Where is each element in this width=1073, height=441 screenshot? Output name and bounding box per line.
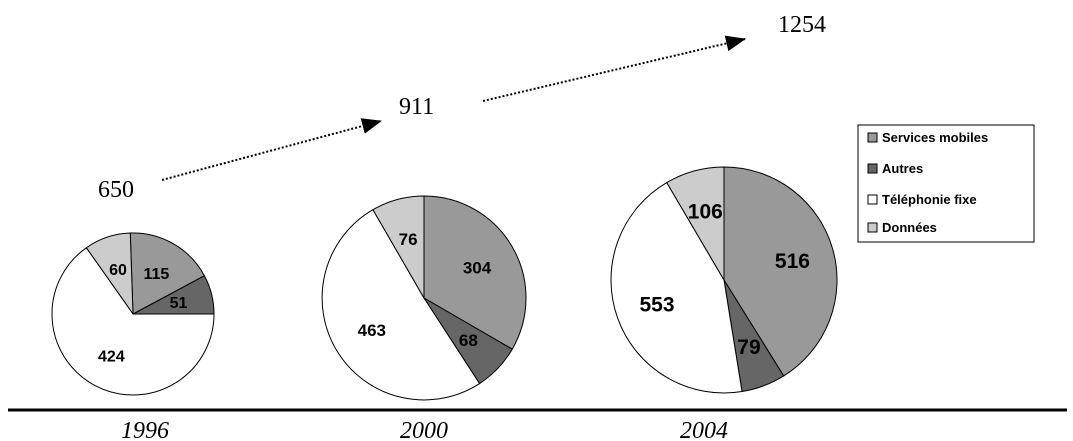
slice-label-2000-autres: 68 bbox=[459, 331, 478, 350]
slice-label-2000-telephonie-fixe: 463 bbox=[358, 321, 386, 340]
pie-slice-2000-services-mobiles bbox=[423, 195, 527, 350]
slice-label-1996-telephonie-fixe: 424 bbox=[98, 348, 125, 365]
legend-box bbox=[857, 124, 1035, 243]
pie-slice-2000-donnees bbox=[372, 195, 425, 300]
slice-label-2004-telephonie-fixe: 553 bbox=[639, 293, 674, 316]
total-label-2004: 1254 bbox=[778, 12, 826, 38]
growth-arrow-1996-2000 bbox=[161, 118, 382, 181]
pie-slice-1996-services-mobiles bbox=[129, 232, 206, 315]
total-label-1996: 650 bbox=[98, 177, 134, 203]
pie-2004: 516 79 553 106 bbox=[610, 166, 838, 394]
legend-swatch-services-mobiles bbox=[867, 132, 878, 143]
slice-label-1996-services-mobiles: 115 bbox=[144, 266, 170, 283]
year-label-2000: 2000 bbox=[400, 418, 448, 441]
slice-label-2004-services-mobiles: 516 bbox=[775, 250, 810, 273]
pie-slice-2000-telephonie-fixe bbox=[321, 209, 481, 401]
legend: Services mobiles Autres Téléphonie fixe … bbox=[857, 124, 1035, 243]
legend-swatch-donnees bbox=[867, 222, 878, 233]
legend-swatch-telephonie-fixe bbox=[867, 194, 878, 205]
slice-label-1996-donnees: 60 bbox=[109, 262, 127, 279]
year-label-1996: 1996 bbox=[121, 418, 169, 441]
slice-label-2000-services-mobiles: 304 bbox=[463, 258, 492, 277]
legend-label-autres: Autres bbox=[882, 161, 923, 176]
pie-slice-1996-telephonie-fixe bbox=[51, 247, 215, 396]
slice-label-1996-autres: 51 bbox=[170, 295, 188, 312]
legend-label-donnees: Données bbox=[882, 220, 937, 235]
pie-slice-2004-donnees bbox=[666, 166, 725, 282]
slice-label-2004-autres: 79 bbox=[737, 336, 760, 359]
pie-2000: 304 68 463 76 bbox=[321, 195, 527, 401]
legend-label-telephonie-fixe: Téléphonie fixe bbox=[882, 192, 977, 207]
legend-swatch-autres bbox=[867, 163, 878, 174]
pie-slice-2004-services-mobiles bbox=[723, 166, 838, 377]
slice-label-2004-donnees: 106 bbox=[688, 201, 723, 224]
legend-label-services-mobiles: Services mobiles bbox=[882, 130, 988, 145]
year-label-2004: 2004 bbox=[680, 418, 728, 441]
pie-slice-2004-telephonie-fixe bbox=[610, 181, 743, 394]
total-label-2000: 911 bbox=[399, 94, 434, 120]
slice-label-2000-donnees: 76 bbox=[399, 230, 418, 249]
growth-arrow-2000-2004 bbox=[482, 35, 746, 102]
